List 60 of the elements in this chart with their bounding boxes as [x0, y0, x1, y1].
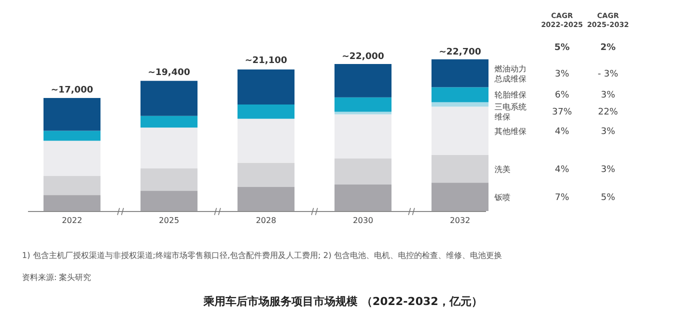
text: 3% [600, 164, 616, 175]
bar [238, 118, 294, 163]
bar [238, 104, 294, 119]
x-tick-label: 2032 [450, 216, 470, 225]
bar [432, 106, 488, 155]
bar [44, 176, 100, 196]
bar [334, 114, 392, 158]
text: 5% [554, 43, 570, 53]
bar [238, 186, 294, 211]
annotation: ~22,000 [342, 52, 384, 62]
bar [140, 190, 198, 211]
series-label: 燃油动力总成维保 [494, 64, 526, 84]
bar [334, 112, 392, 114]
bar [334, 97, 392, 112]
text: 1) 包含主机厂授权渠道与非授权渠道;终端市场零售额口径,包含配件费用及人工费用; 2) 包含电池、电机、电控的检查、维修、电池更换 [22, 251, 502, 260]
x-tick-label: 2022 [62, 216, 82, 225]
bar [44, 140, 100, 176]
bar [432, 87, 488, 102]
bar [44, 98, 100, 131]
text: 4% [554, 126, 570, 137]
x-tick-label: 2025 [158, 216, 180, 225]
bar [238, 69, 294, 105]
series-label: 钣喷 [494, 192, 510, 202]
annotation: ~22,700 [438, 47, 482, 58]
bar [334, 64, 392, 98]
bar [44, 195, 100, 211]
annotation: ~17,000 [50, 86, 94, 96]
bar [140, 80, 198, 116]
text: 6% [554, 90, 570, 101]
bar [44, 130, 100, 141]
bar [432, 154, 488, 183]
series-label: 轮胎维保 [494, 90, 526, 100]
series-label: 其他维保 [494, 126, 526, 136]
text: 3% [554, 69, 570, 80]
annotation: ~21,100 [244, 56, 288, 66]
text: 2% [600, 43, 616, 53]
text: 5% [600, 192, 616, 203]
bar [432, 102, 488, 107]
text: 乘用车后市场服务项目市场规模 （2022-2032，亿元） [202, 295, 482, 308]
x-tick-label: 2030 [352, 216, 374, 225]
text: 37% [552, 108, 572, 118]
bar [140, 168, 198, 191]
bar [432, 182, 488, 211]
text: 4% [554, 164, 570, 175]
series-label: 三电系统维保 [494, 102, 526, 122]
text: 3% [600, 126, 616, 137]
bar [334, 158, 392, 184]
bar [238, 162, 294, 187]
text: - 3% [598, 69, 619, 80]
text: 资料来源: 案头研究 [22, 273, 92, 282]
bar [334, 184, 392, 211]
bar [140, 116, 198, 128]
series-label: 洗美 [494, 164, 510, 174]
text: 7% [554, 192, 570, 203]
bar [432, 59, 488, 88]
x-tick-label: 2028 [256, 216, 276, 225]
bar [140, 128, 198, 168]
annotation: ~19,400 [148, 68, 190, 78]
text: 3% [600, 90, 616, 101]
text: 22% [598, 108, 618, 118]
